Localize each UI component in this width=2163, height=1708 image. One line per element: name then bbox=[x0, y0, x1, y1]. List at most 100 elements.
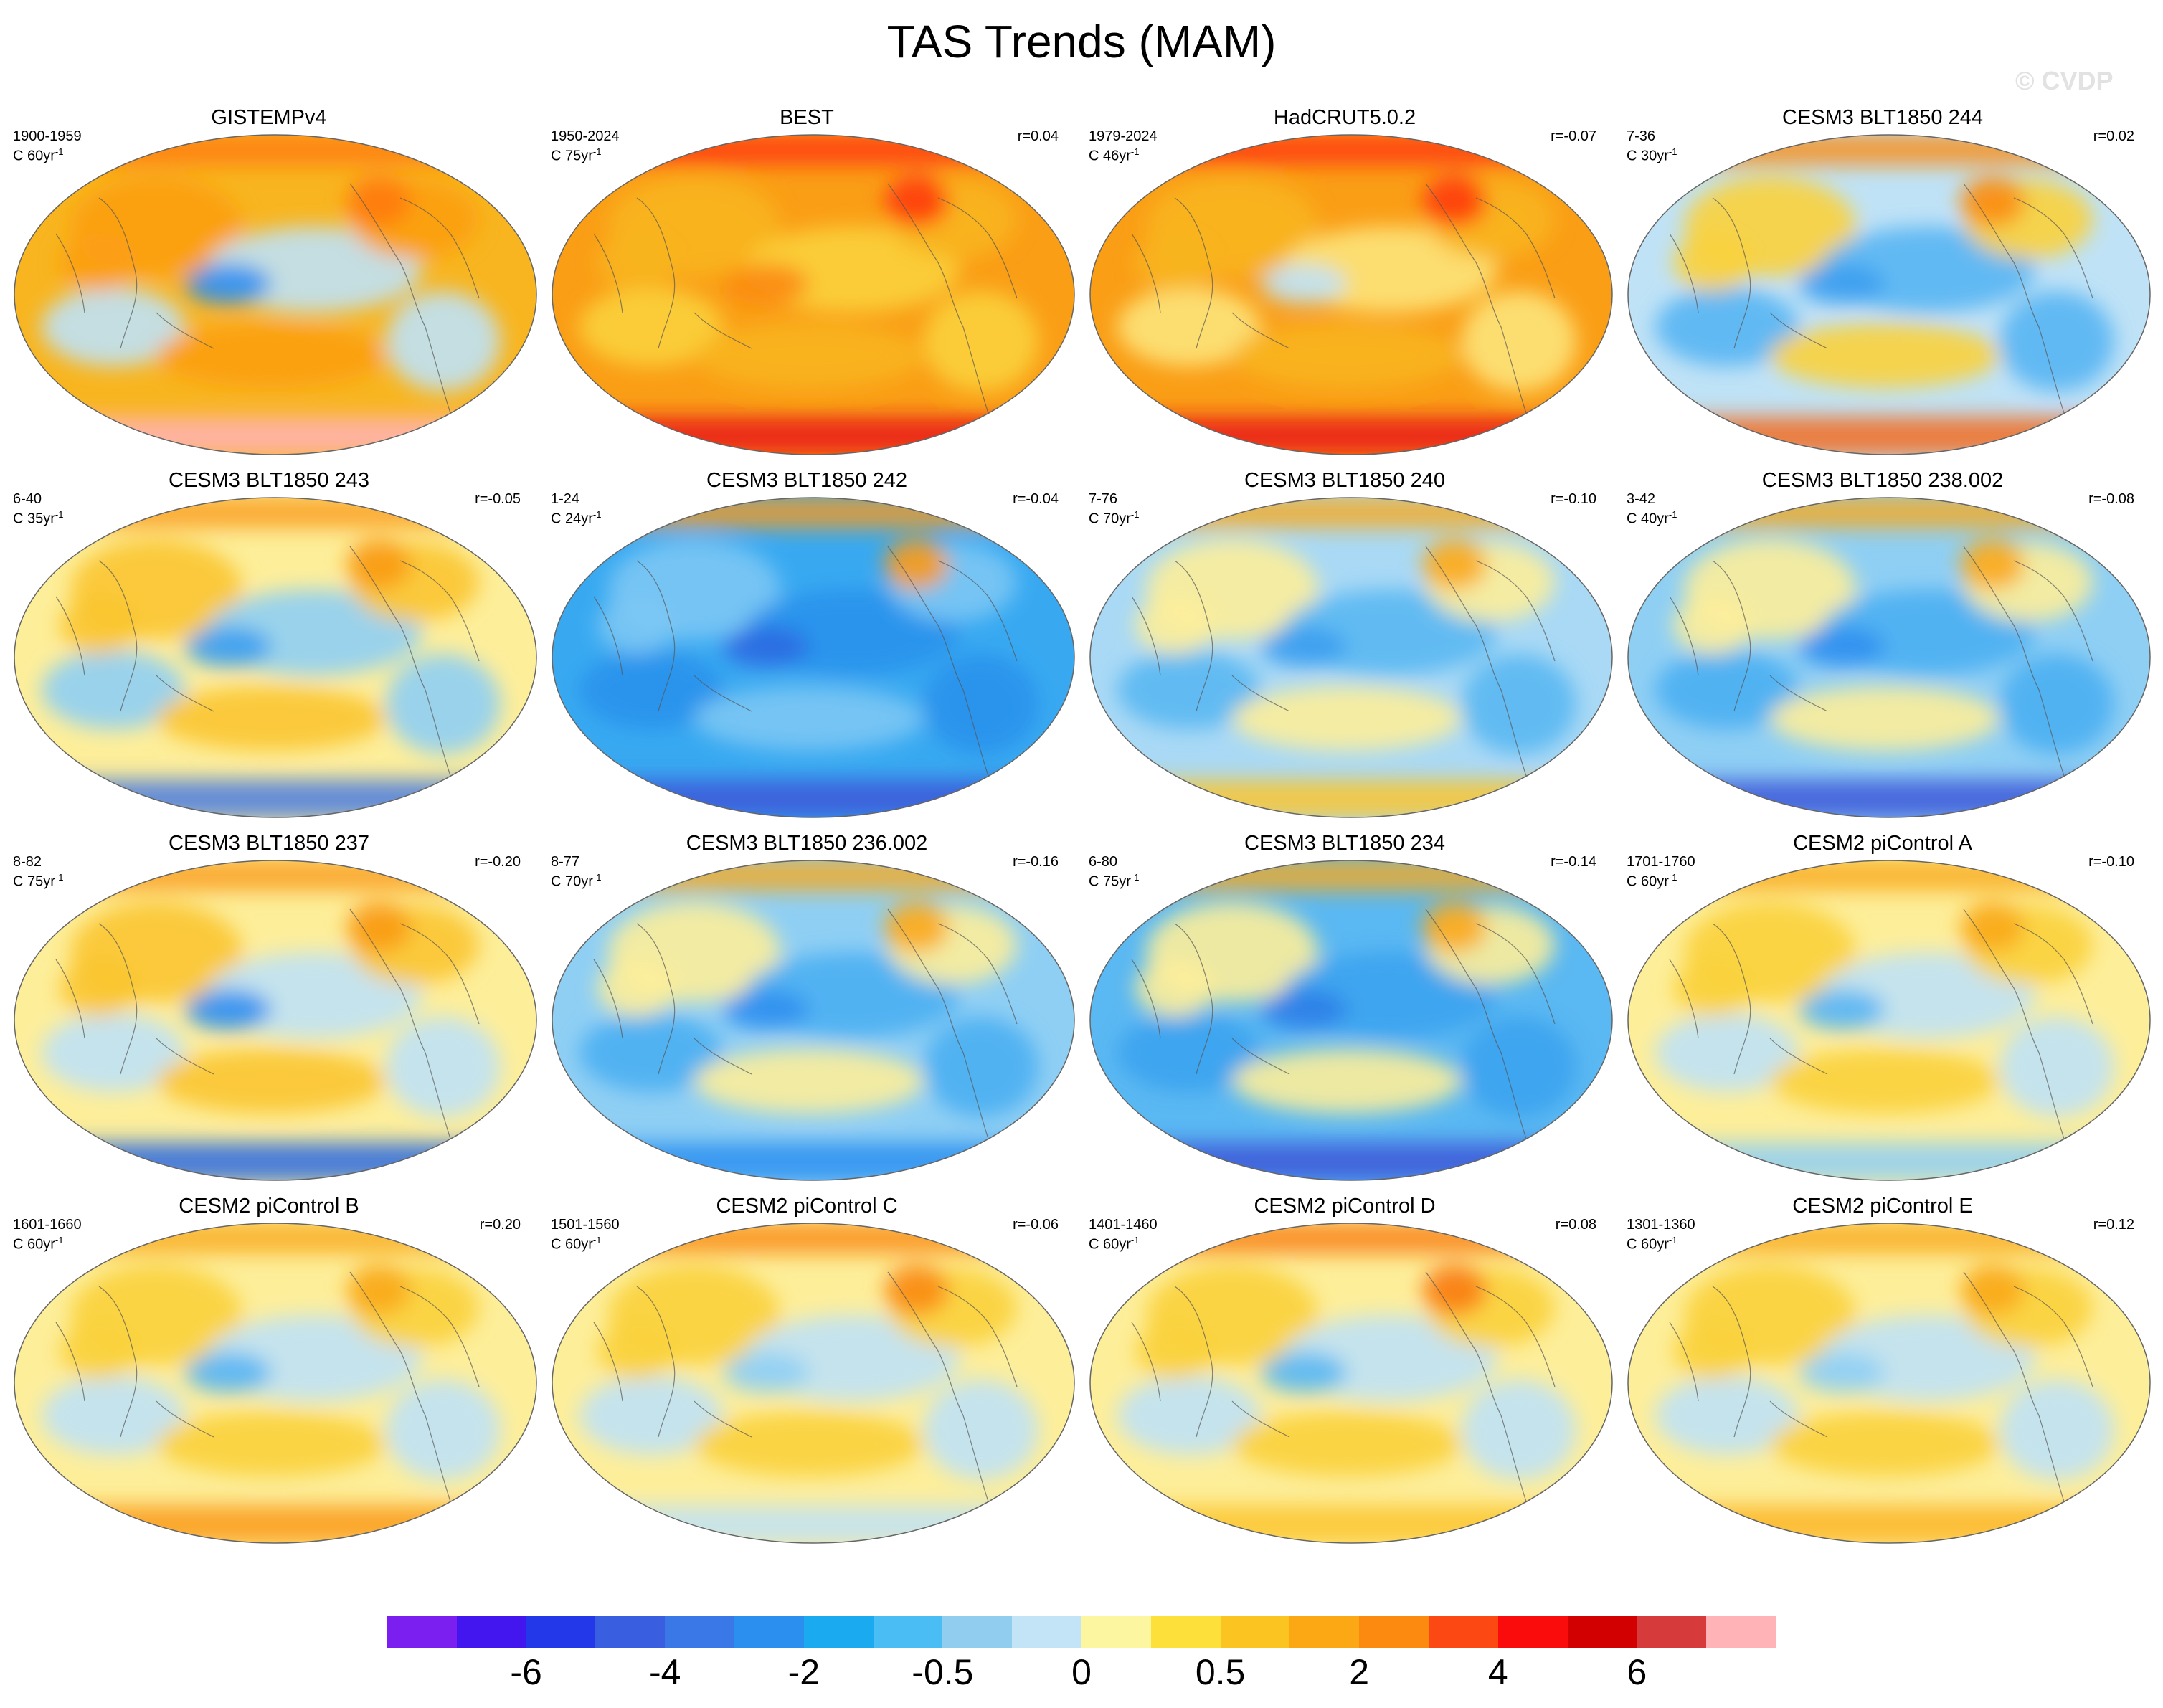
panel-trend-units: C 70yr-1 bbox=[1089, 506, 1139, 528]
map-outline bbox=[552, 497, 1075, 818]
panel-trend-units: C 75yr-1 bbox=[1089, 869, 1139, 891]
panel-trend-units: C 75yr-1 bbox=[551, 143, 601, 165]
trend-anomaly-region bbox=[1117, 288, 1261, 366]
colorbar-box bbox=[1429, 1616, 1499, 1648]
panel-trend-units-exponent: -1 bbox=[1130, 509, 1140, 520]
map-outline bbox=[552, 134, 1075, 455]
trend-anomaly-region bbox=[1462, 654, 1576, 754]
panel-pattern-correlation: r=0.04 bbox=[1017, 128, 1059, 144]
map-panel: CESM3 BLT1850 238.002 3-42 C 40yr-1 r=-0.08 bbox=[1614, 468, 2152, 826]
antarctic-band bbox=[1090, 779, 1612, 817]
coastline bbox=[1669, 233, 1699, 313]
trend-anomaly-region bbox=[1960, 902, 2025, 952]
robinson-map bbox=[1627, 497, 2151, 818]
panel-pattern-correlation: r=-0.20 bbox=[475, 854, 521, 870]
robinson-map bbox=[14, 497, 537, 818]
trend-anomaly-region bbox=[1462, 1017, 1576, 1117]
trend-anomaly-region bbox=[60, 959, 138, 1017]
trend-anomaly-region bbox=[42, 1013, 185, 1092]
coastline bbox=[887, 546, 989, 777]
panel-pattern-correlation: r=-0.08 bbox=[2088, 491, 2134, 507]
panel-period: 1601-1660 bbox=[13, 1217, 82, 1233]
coastline bbox=[1769, 675, 1828, 712]
trend-anomaly-region bbox=[1999, 654, 2114, 754]
coastline bbox=[1231, 312, 1290, 349]
coastline bbox=[349, 1271, 451, 1502]
panel-trend-units-exponent: -1 bbox=[55, 509, 64, 520]
trend-anomaly-region bbox=[60, 1322, 138, 1380]
arctic-band bbox=[1628, 498, 2150, 528]
colorbar-tick-label: 0 bbox=[1071, 1652, 1092, 1692]
coastline bbox=[1231, 675, 1290, 712]
trend-anomaly-region bbox=[42, 1376, 185, 1455]
map-panel: CESM3 BLT1850 236.002 8-77 C 70yr-1 r=-0.16 bbox=[538, 830, 1076, 1189]
coastline bbox=[1174, 560, 1213, 712]
trend-anomaly-region bbox=[597, 959, 676, 1017]
trend-anomaly-region bbox=[60, 597, 138, 654]
panel-trend-units-text: C 60yr bbox=[13, 1236, 55, 1253]
panel-period: 1979-2024 bbox=[1089, 128, 1158, 144]
trend-anomaly-region bbox=[1960, 176, 2025, 227]
panel-trend-units: C 60yr-1 bbox=[13, 143, 63, 165]
panel-trend-units-text: C 70yr bbox=[1089, 511, 1131, 527]
coastline bbox=[399, 560, 480, 662]
trend-anomaly-region bbox=[884, 176, 949, 227]
trend-anomaly-region bbox=[1422, 1265, 1487, 1315]
coastline bbox=[2013, 1286, 2093, 1387]
panel-trend-units-exponent: -1 bbox=[592, 1235, 602, 1246]
panel-pattern-correlation: r=0.20 bbox=[479, 1217, 521, 1233]
coastline bbox=[937, 197, 1018, 299]
antarctic-band bbox=[14, 1505, 536, 1543]
trend-anomaly-region bbox=[597, 234, 676, 291]
arctic-band bbox=[552, 1223, 1074, 1254]
trend-anomaly-region bbox=[1135, 1322, 1214, 1380]
trend-anomaly-region bbox=[723, 627, 809, 667]
trend-anomaly-region bbox=[1799, 264, 1885, 304]
trend-anomaly-region bbox=[346, 539, 411, 589]
panel-trend-units-text: C 30yr bbox=[1627, 148, 1669, 164]
panel-period: 6-80 bbox=[1089, 854, 1118, 870]
coastline bbox=[593, 1322, 623, 1402]
coastline bbox=[1712, 1286, 1751, 1438]
robinson-map bbox=[1089, 860, 1613, 1181]
panel-trend-units-exponent: -1 bbox=[1130, 146, 1140, 157]
colorbar-tick-label: -4 bbox=[648, 1652, 681, 1692]
trend-anomaly-region bbox=[185, 627, 271, 667]
panel-trend-units-exponent: -1 bbox=[1668, 1235, 1677, 1246]
coastline bbox=[694, 1038, 752, 1075]
arctic-band bbox=[1090, 135, 1612, 166]
arctic-band bbox=[14, 860, 536, 891]
trend-anomaly-region bbox=[386, 291, 501, 392]
arctic-band bbox=[14, 498, 536, 528]
coastline bbox=[1131, 959, 1161, 1039]
colorbar-tick-label: 0.5 bbox=[1195, 1652, 1246, 1692]
coastline bbox=[636, 1286, 676, 1438]
coastline bbox=[349, 546, 451, 777]
coastline bbox=[399, 197, 480, 299]
trend-anomaly-region bbox=[1117, 650, 1261, 729]
trend-anomaly-region bbox=[1999, 1380, 2114, 1480]
coastline bbox=[937, 923, 1018, 1025]
panel-period: 7-36 bbox=[1627, 128, 1656, 144]
panel-trend-units-text: C 60yr bbox=[551, 1236, 593, 1253]
coastline bbox=[1131, 1322, 1161, 1402]
panel-trend-units: C 70yr-1 bbox=[551, 869, 601, 891]
map-outline bbox=[1089, 860, 1613, 1181]
colorbar-box bbox=[1359, 1616, 1429, 1648]
colorbar-box bbox=[1082, 1616, 1152, 1648]
coastline bbox=[1712, 197, 1751, 349]
trend-anomaly-region bbox=[1135, 234, 1214, 291]
panel-trend-units: C 60yr-1 bbox=[1627, 869, 1677, 891]
trend-anomaly-region bbox=[1655, 1376, 1799, 1455]
panel-title: BEST bbox=[780, 106, 834, 129]
robinson-map bbox=[552, 1223, 1075, 1544]
coastline bbox=[55, 959, 85, 1039]
coastline bbox=[55, 596, 85, 676]
panel-trend-units: C 75yr-1 bbox=[13, 869, 63, 891]
panel-pattern-correlation: r=-0.05 bbox=[475, 491, 521, 507]
colorbar-box bbox=[1150, 1616, 1221, 1648]
coastline bbox=[1963, 908, 2065, 1139]
coastline bbox=[1174, 923, 1213, 1075]
trend-anomaly-region bbox=[42, 288, 185, 366]
arctic-band bbox=[1090, 860, 1612, 891]
